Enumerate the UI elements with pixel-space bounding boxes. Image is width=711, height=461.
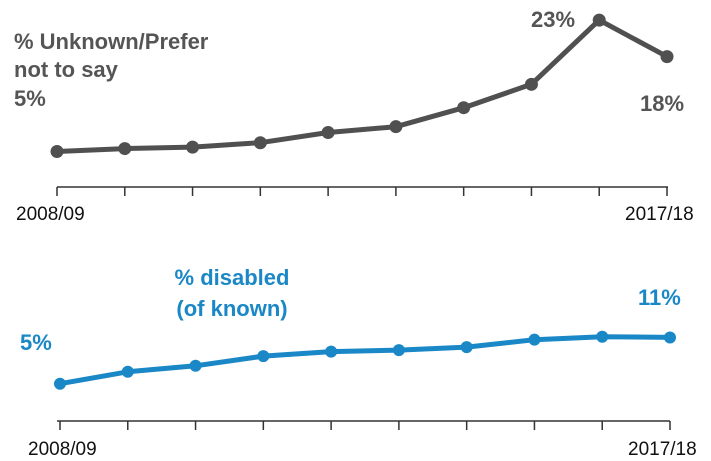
disabled-point-9 (664, 331, 676, 344)
disabled-series-line (59, 334, 671, 387)
unknown-title-line-1: % Unknown/Prefer (14, 29, 209, 54)
unknown-x-label-start: 2008/09 (16, 204, 85, 225)
unknown-point-6 (457, 101, 471, 115)
disabled-point-2 (189, 359, 202, 372)
unknown-chart: % Unknown/Prefer not to say 5% 23% 18% 2… (14, 7, 694, 225)
unknown-point-3 (253, 136, 267, 150)
disabled-point-8 (596, 330, 609, 343)
unknown-start-label: 5% (14, 86, 46, 111)
disabled-point-5 (392, 344, 405, 357)
disabled-title-line-2: (of known) (176, 296, 287, 321)
disabled-x-ticks (59, 421, 671, 430)
disabled-end-label: 11% (638, 285, 681, 310)
disabled-title-line-1: % disabled (175, 265, 290, 290)
unknown-x-ticks (56, 187, 668, 196)
disabled-point-1 (121, 365, 134, 378)
unknown-point-0 (50, 145, 64, 158)
unknown-x-label-end: 2017/18 (625, 204, 694, 225)
unknown-point-9 (660, 50, 674, 64)
disabled-point-7 (528, 333, 541, 346)
disabled-point-4 (325, 345, 338, 358)
unknown-end-label: 18% (640, 91, 684, 116)
unknown-title-line-2: not to say (14, 57, 119, 82)
disabled-x-label-start: 2008/09 (28, 439, 97, 460)
unknown-point-1 (118, 142, 132, 156)
unknown-series-line (56, 17, 669, 154)
disabled-point-0 (54, 377, 66, 390)
unknown-series-points (50, 13, 674, 158)
disabled-series-points (54, 330, 676, 390)
unknown-peak-label: 23% (531, 7, 575, 32)
disabled-point-6 (460, 341, 473, 354)
unknown-point-2 (186, 140, 200, 154)
unknown-point-5 (389, 120, 403, 134)
disabled-start-label: 5% (20, 330, 52, 355)
disabled-chart: % disabled (of known) 5% 11% 2008/09 201… (20, 265, 697, 460)
unknown-point-7 (524, 77, 538, 91)
disabled-point-3 (257, 350, 270, 363)
unknown-point-4 (321, 126, 335, 140)
unknown-point-8 (592, 13, 606, 27)
disabled-x-label-end: 2017/18 (628, 439, 697, 460)
